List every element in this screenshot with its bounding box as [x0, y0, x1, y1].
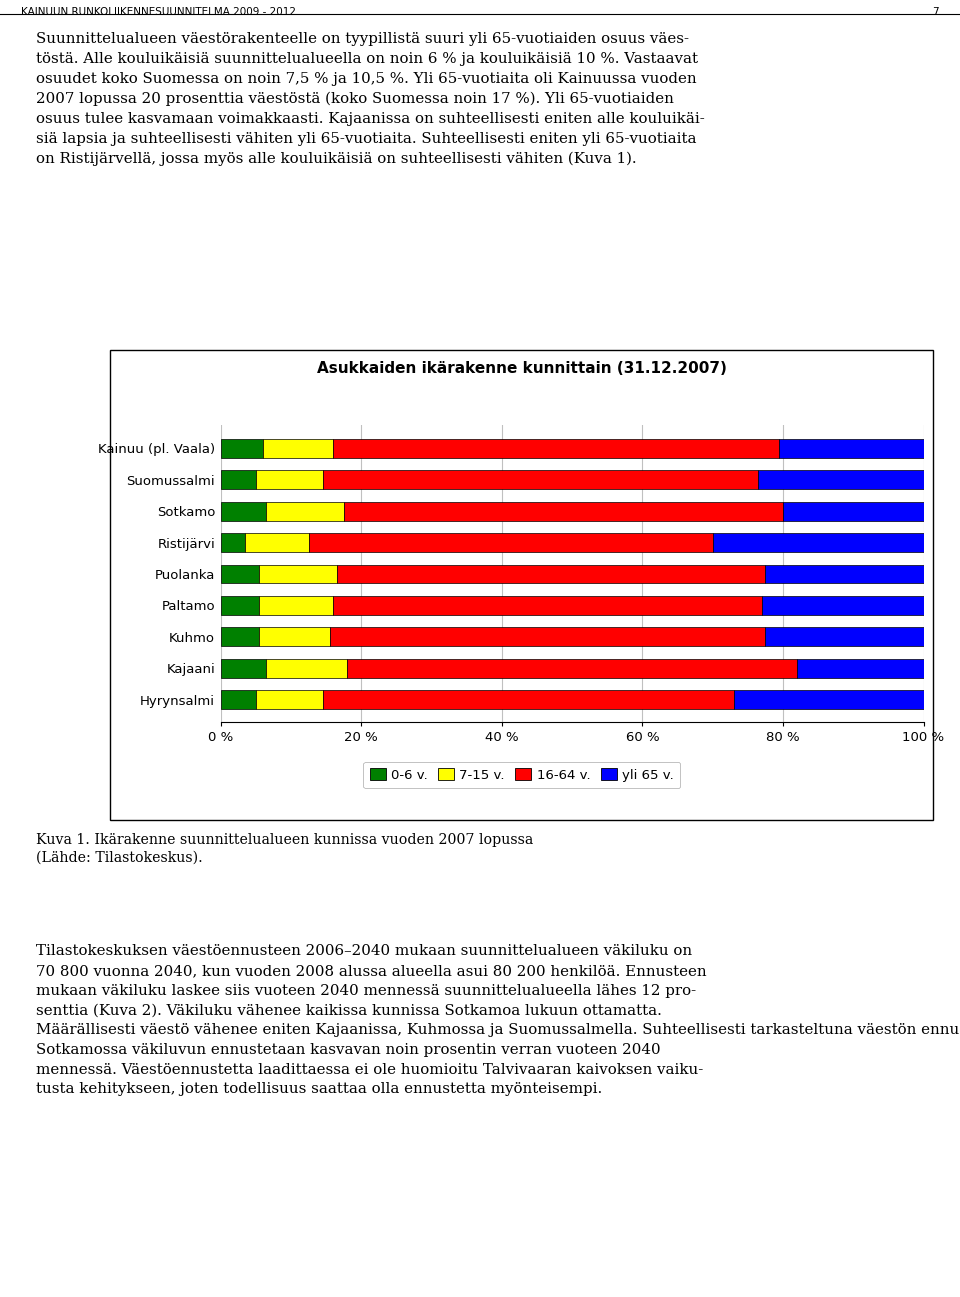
Bar [246, 533, 309, 553]
Bar [323, 471, 758, 489]
Bar [263, 438, 333, 458]
Bar [259, 564, 337, 584]
Bar [267, 659, 348, 677]
Bar [221, 533, 246, 553]
Bar [221, 438, 263, 458]
Bar [783, 502, 924, 520]
Bar [221, 659, 267, 677]
Bar [780, 438, 924, 458]
Bar [221, 471, 256, 489]
Bar [259, 628, 329, 646]
Bar [765, 628, 924, 646]
Bar [762, 595, 924, 615]
Bar [712, 533, 924, 553]
Bar [221, 690, 256, 709]
Bar [221, 628, 259, 646]
Bar [733, 690, 924, 709]
Bar [344, 502, 783, 520]
Bar [221, 595, 259, 615]
Text: Tilastokeskuksen väestöennusteen 2006–2040 mukaan suunnittelualueen väkiluku on
: Tilastokeskuksen väestöennusteen 2006–20… [36, 944, 960, 1096]
Bar [323, 690, 733, 709]
Bar [256, 690, 323, 709]
Text: Asukkaiden ikärakenne kunnittain (31.12.2007): Asukkaiden ikärakenne kunnittain (31.12.… [317, 361, 727, 376]
Bar [256, 471, 323, 489]
Text: Suunnittelualueen väestörakenteelle on tyypillistä suuri yli 65-vuotiaiden osuus: Suunnittelualueen väestörakenteelle on t… [36, 32, 706, 166]
Bar [329, 628, 765, 646]
Bar [221, 502, 267, 520]
Bar [758, 471, 924, 489]
Bar [221, 564, 259, 584]
Text: Kuva 1. Ikärakenne suunnittelualueen kunnissa vuoden 2007 lopussa
(Lähde: Tilast: Kuva 1. Ikärakenne suunnittelualueen kun… [36, 833, 534, 865]
Bar [333, 438, 780, 458]
Bar [337, 564, 765, 584]
Bar [333, 595, 762, 615]
Bar [267, 502, 344, 520]
Bar [765, 564, 924, 584]
Bar [797, 659, 924, 677]
Bar [309, 533, 712, 553]
Text: 7: 7 [932, 6, 939, 17]
Bar [259, 595, 333, 615]
Text: KAINUUN RUNKOLIIKENNESUUNNITELMA 2009 - 2012: KAINUUN RUNKOLIIKENNESUUNNITELMA 2009 - … [21, 6, 296, 17]
Legend: 0-6 v., 7-15 v., 16-64 v., yli 65 v.: 0-6 v., 7-15 v., 16-64 v., yli 65 v. [363, 761, 681, 789]
Bar [348, 659, 797, 677]
